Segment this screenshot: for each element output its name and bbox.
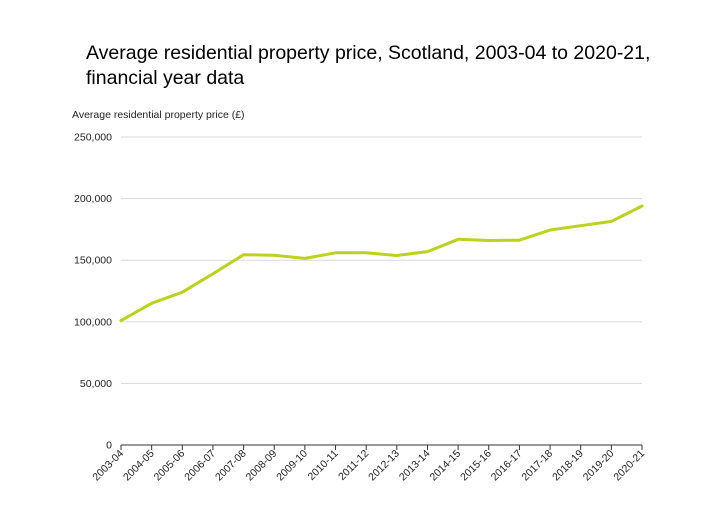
data-point (457, 238, 459, 240)
y-axis-ticks: 0 50,000 100,000 150,000 200,000 250,000 (74, 132, 112, 452)
x-tick-label: 2014-15 (427, 448, 463, 484)
data-point (426, 251, 428, 253)
x-tick-label: 2004-05 (121, 448, 157, 484)
x-axis-ticks: 2003-042004-052005-062006-072007-082008-… (90, 445, 647, 483)
x-tick-label: 2011-12 (336, 448, 371, 483)
data-point (641, 205, 643, 207)
x-tick-label: 2013-14 (397, 448, 433, 484)
data-point (610, 220, 612, 222)
data-point (488, 239, 490, 241)
data-point (273, 254, 275, 256)
x-tick-label: 2003-04 (90, 448, 126, 484)
y-tick-label: 200,000 (74, 193, 112, 205)
x-tick-label: 2019-20 (581, 448, 617, 484)
grid-lines (121, 136, 642, 446)
x-tick-label: 2015-16 (458, 448, 494, 484)
x-tick-label: 2006-07 (182, 448, 218, 484)
data-point (151, 302, 153, 304)
y-tick-label: 250,000 (74, 132, 112, 144)
x-tick-label: 2017-18 (519, 448, 555, 484)
y-tick-label: 50,000 (80, 378, 112, 390)
y-tick-label: 150,000 (74, 255, 112, 267)
chart-title: Average residential property price, Scot… (86, 41, 686, 91)
x-tick-label: 2008-09 (244, 448, 280, 484)
x-tick-label: 2012-13 (366, 448, 402, 484)
data-point (518, 239, 520, 241)
y-tick-label: 0 (106, 440, 112, 452)
data-point (549, 229, 551, 231)
x-tick-label: 2020-21 (611, 448, 647, 484)
data-point (365, 252, 367, 254)
x-tick-label: 2016-17 (489, 448, 525, 484)
data-point (243, 254, 245, 256)
chart-title-line-2: financial year data (86, 67, 245, 89)
x-tick-label: 2010-11 (305, 448, 340, 483)
y-tick-label: 100,000 (74, 316, 112, 328)
data-point (396, 255, 398, 257)
series-layer (119, 204, 644, 323)
data-point (120, 320, 122, 322)
x-tick-label: 2005-06 (152, 448, 188, 484)
data-point (580, 225, 582, 227)
x-tick-label: 2007-08 (213, 448, 249, 484)
data-point (335, 252, 337, 254)
x-tick-label: 2009-10 (274, 448, 310, 484)
x-tick-label: 2018-19 (550, 448, 586, 484)
data-point (304, 257, 306, 259)
y-axis-label: Average residential property price (£) (72, 109, 245, 121)
data-point (212, 273, 214, 275)
series-line (119, 204, 644, 323)
chart-title-line-1: Average residential property price, Scot… (86, 42, 651, 64)
data-point (181, 291, 183, 293)
